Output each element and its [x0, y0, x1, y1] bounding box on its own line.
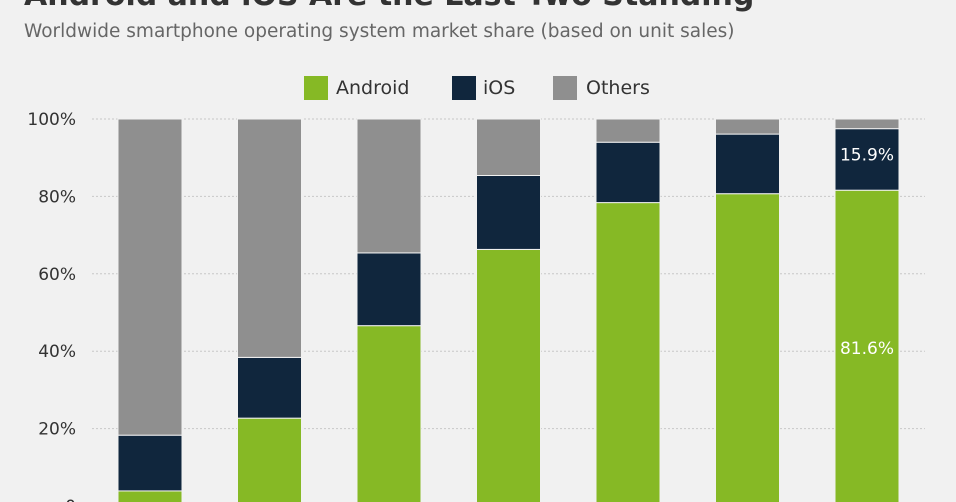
bar-segment-android — [476, 248, 541, 502]
bar-segment-ios — [237, 356, 302, 419]
data-label-ios: 15.9% — [840, 146, 894, 166]
bar-segment-others — [715, 118, 780, 135]
bar-segment-android — [715, 193, 780, 502]
bar-segment-android — [834, 189, 900, 502]
y-tick-label: 80% — [38, 187, 76, 207]
legend-label-android: Android — [336, 77, 409, 99]
bar-segment-others — [595, 118, 661, 143]
bar-segment-ios — [595, 141, 661, 204]
chart-subtitle: Worldwide smartphone operating system ma… — [24, 21, 735, 42]
bar-segment-others — [476, 118, 541, 177]
bar-segment-ios — [834, 128, 900, 191]
y-tick-label: 40% — [38, 342, 76, 362]
data-label-android: 81.6% — [840, 339, 894, 359]
legend-label-ios: iOS — [483, 77, 515, 99]
bar-segment-ios — [715, 133, 780, 195]
bar-segment-ios — [476, 175, 541, 250]
legend-swatch-others — [553, 76, 577, 100]
bar-segment-android — [356, 325, 422, 502]
legend-swatch-android — [304, 76, 328, 100]
bar-segment-ios — [356, 252, 422, 327]
bar-segment-others — [237, 118, 302, 358]
y-tick-label: 60% — [38, 265, 76, 285]
bar-segment-ios — [117, 434, 183, 492]
bar-segment-others — [356, 118, 422, 254]
legend-label-others: Others — [586, 77, 650, 99]
bar-segment-android — [117, 490, 183, 502]
legend-swatch-ios — [452, 76, 476, 100]
bar-segment-others — [834, 118, 900, 130]
y-tick-label: 0 — [65, 497, 76, 502]
chart-title: Android and iOS Are the Last Two Standin… — [24, 0, 754, 14]
bar-segment-others — [117, 118, 183, 436]
y-tick-label: 100% — [27, 110, 76, 130]
bar-segment-android — [237, 417, 302, 502]
y-tick-label: 20% — [38, 420, 76, 440]
bar-segment-android — [595, 202, 661, 502]
